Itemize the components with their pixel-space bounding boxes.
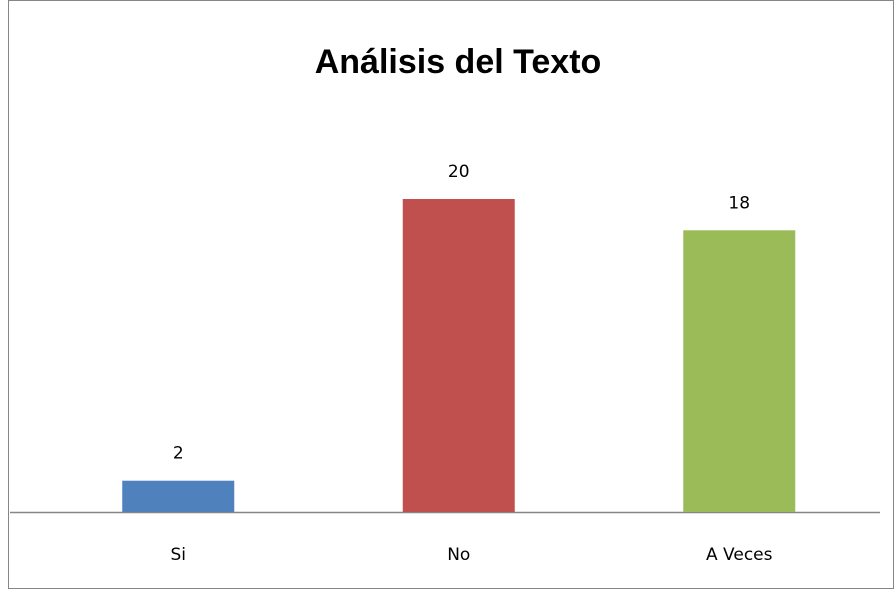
data-label: 2 — [173, 444, 184, 464]
chart-title: Análisis del Texto — [315, 43, 602, 81]
x-tick-label: A Veces — [706, 545, 773, 565]
bar — [683, 230, 796, 513]
bar — [402, 199, 515, 512]
data-label: 18 — [728, 193, 750, 213]
data-label: 20 — [448, 162, 470, 182]
x-tick-label: Si — [170, 545, 186, 565]
bar — [122, 480, 235, 512]
x-tick-label: No — [447, 545, 470, 565]
